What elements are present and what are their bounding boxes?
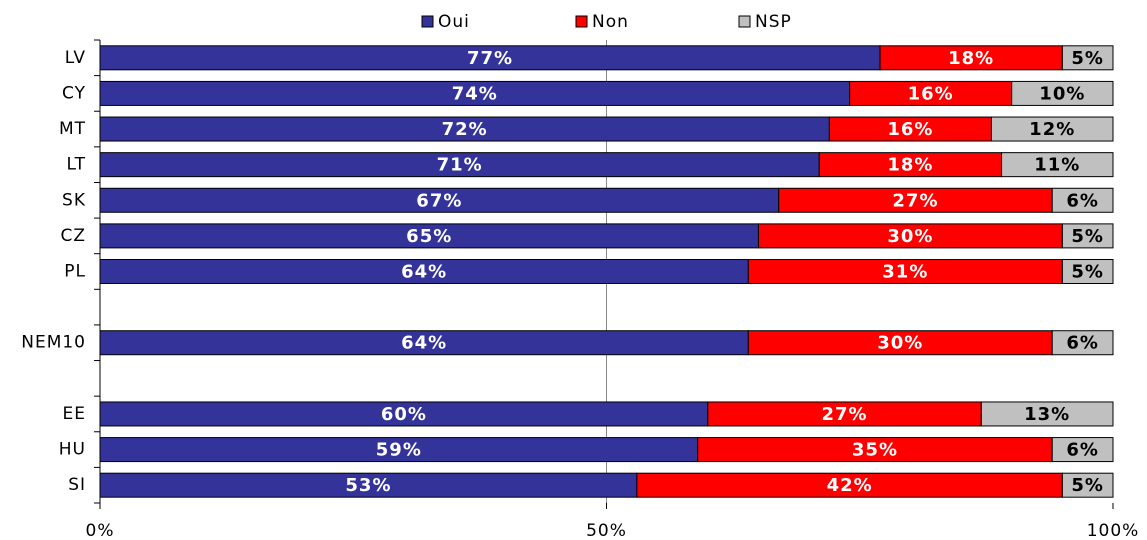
bar-segment xyxy=(1001,152,1114,178)
bar-segment xyxy=(636,472,1063,498)
value-label: 71% xyxy=(437,155,483,176)
y-tick-label: SK xyxy=(62,190,86,210)
bar-segment xyxy=(1011,80,1114,106)
value-label: 6% xyxy=(1066,440,1099,461)
bar-segment xyxy=(99,401,709,427)
bar-segment xyxy=(747,330,1053,356)
value-label: 30% xyxy=(877,333,923,354)
bar-segment xyxy=(99,437,699,463)
bar-segment xyxy=(778,187,1053,213)
bar-segment xyxy=(1051,187,1114,213)
value-label: 10% xyxy=(1039,83,1085,104)
value-label: 5% xyxy=(1071,48,1104,69)
bar-segment xyxy=(980,401,1114,427)
value-label: 6% xyxy=(1066,333,1099,354)
bar-segment xyxy=(707,401,982,427)
y-tick-label: PL xyxy=(64,262,86,282)
y-tick-label: HU xyxy=(59,440,86,460)
value-label: 67% xyxy=(416,190,462,211)
legend-swatch xyxy=(738,15,751,28)
y-tick-label: SI xyxy=(68,475,86,495)
value-label: 53% xyxy=(345,475,391,496)
value-label: 31% xyxy=(882,262,928,283)
bar-segment xyxy=(879,45,1063,71)
y-tick-label: LT xyxy=(66,155,86,175)
legend-swatch xyxy=(575,15,588,28)
bar-segment xyxy=(1061,223,1114,249)
value-label: 35% xyxy=(852,440,898,461)
value-label: 74% xyxy=(452,83,498,104)
value-label: 16% xyxy=(908,83,954,104)
bar-segment xyxy=(828,116,992,142)
legend-swatch xyxy=(421,15,434,28)
bar-segment xyxy=(849,80,1013,106)
value-label: 12% xyxy=(1029,119,1075,140)
value-label: 59% xyxy=(376,440,422,461)
value-label: 6% xyxy=(1066,190,1099,211)
bar-segment xyxy=(1051,437,1114,463)
y-tick-label: CY xyxy=(62,83,86,103)
y-tick-label: CZ xyxy=(60,226,86,246)
value-label: 77% xyxy=(467,48,513,69)
value-label: 27% xyxy=(892,190,938,211)
bar-segment xyxy=(99,116,830,142)
bar-segment xyxy=(697,437,1053,463)
bar-segment xyxy=(99,152,820,178)
value-label: 65% xyxy=(406,226,452,247)
legend-label: Non xyxy=(592,12,629,32)
value-label: 11% xyxy=(1034,155,1080,176)
value-label: 64% xyxy=(401,262,447,283)
y-tick-label: LV xyxy=(65,48,86,68)
x-tick-label: 0% xyxy=(86,521,115,540)
bar-segment xyxy=(747,259,1063,284)
value-label: 42% xyxy=(827,475,873,496)
y-tick-label: EE xyxy=(63,404,86,424)
x-tick-label: 100% xyxy=(1087,521,1140,540)
value-label: 5% xyxy=(1071,262,1104,283)
bar-segment xyxy=(1051,330,1114,356)
bar-segment xyxy=(990,116,1114,142)
value-label: 5% xyxy=(1071,475,1104,496)
value-label: 16% xyxy=(887,119,933,140)
value-label: 5% xyxy=(1071,226,1104,247)
bar-segment xyxy=(1061,45,1114,71)
value-label: 18% xyxy=(887,155,933,176)
y-tick-label: MT xyxy=(59,119,86,139)
legend-label: NSP xyxy=(755,12,792,32)
value-label: 13% xyxy=(1024,404,1070,425)
legend-label: Oui xyxy=(438,12,470,32)
bar-segment xyxy=(99,45,881,71)
value-label: 18% xyxy=(948,48,994,69)
bar-segment xyxy=(99,80,851,106)
bar-segment xyxy=(1061,259,1114,284)
value-label: 60% xyxy=(381,404,427,425)
bar-segment xyxy=(1061,472,1114,498)
value-label: 64% xyxy=(401,333,447,354)
value-label: 30% xyxy=(887,226,933,247)
y-tick-label: NEM10 xyxy=(21,333,86,353)
x-tick-label: 50% xyxy=(586,521,627,540)
value-label: 27% xyxy=(822,404,868,425)
value-label: 72% xyxy=(442,119,488,140)
bar-segment xyxy=(818,152,1003,178)
